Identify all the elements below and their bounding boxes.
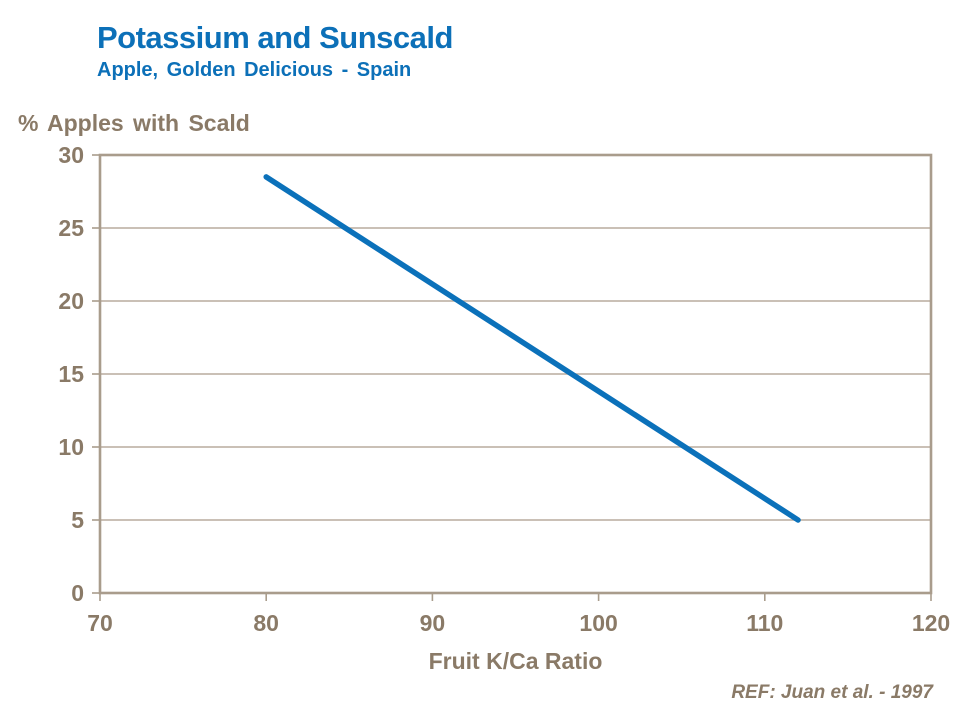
y-tick-label: 10 xyxy=(58,434,84,460)
y-tick-label: 20 xyxy=(58,288,84,314)
x-tick-label: 100 xyxy=(579,610,617,636)
y-tick-label: 5 xyxy=(71,507,84,533)
chart-title: Potassium and Sunscald xyxy=(97,20,453,55)
title-block: Potassium and Sunscald Apple, Golden Del… xyxy=(97,20,453,82)
plot-frame xyxy=(98,153,933,595)
x-tick-label: 70 xyxy=(87,610,113,636)
x-tick-label: 90 xyxy=(420,610,446,636)
reference-citation: REF: Juan et al. - 1997 xyxy=(731,682,933,703)
chart-subtitle: Apple, Golden Delicious - Spain xyxy=(97,58,412,81)
data-line-apples-with-scald xyxy=(263,174,801,523)
x-tick-label: 80 xyxy=(253,610,279,636)
x-tick-label: 110 xyxy=(746,610,783,636)
y-axis-title: % Apples with Scald xyxy=(18,110,250,136)
x-tick-label: 120 xyxy=(912,610,950,636)
y-tick-label: 0 xyxy=(71,580,84,606)
y-tick-label: 15 xyxy=(58,361,84,387)
y-tick-label: 30 xyxy=(58,142,84,168)
y-tick-label: 25 xyxy=(58,215,84,241)
x-axis-title: Fruit K/Ca Ratio xyxy=(428,648,603,674)
